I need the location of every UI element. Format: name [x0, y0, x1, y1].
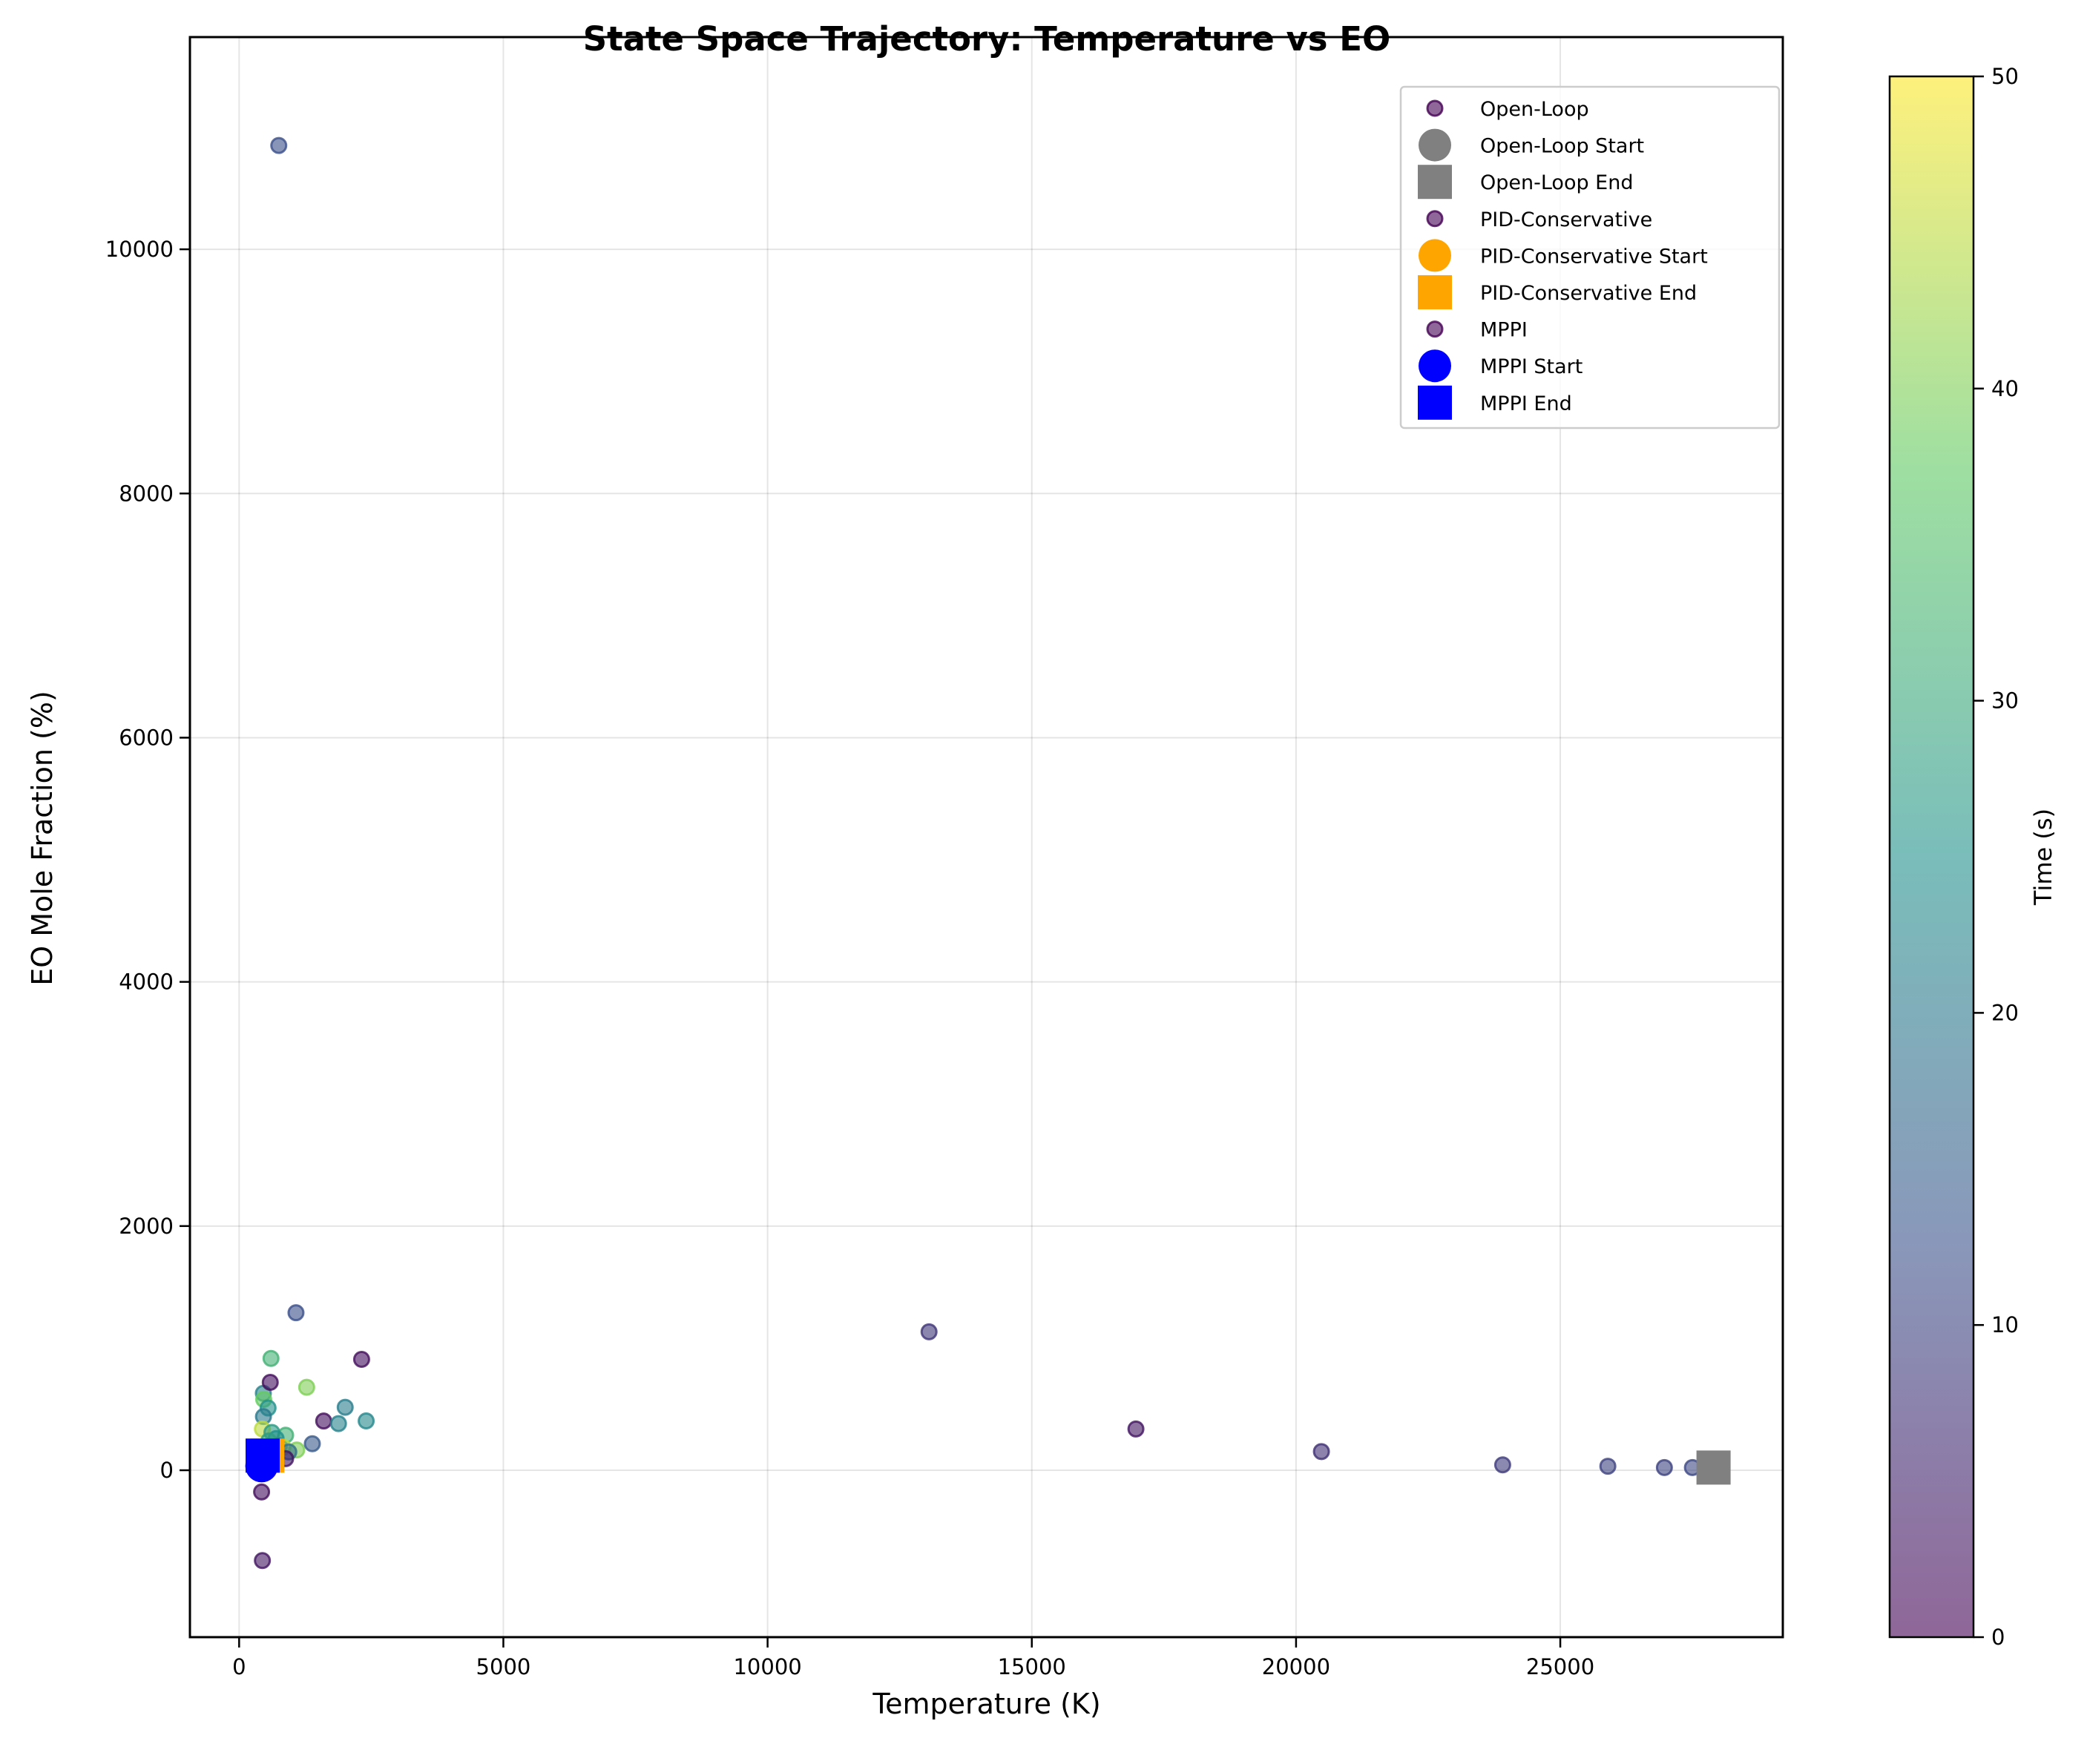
- data-point: [1312, 1443, 1330, 1461]
- data-point: [261, 1373, 279, 1391]
- y-tick-label: 8000: [119, 481, 174, 506]
- legend-swatch: [1418, 385, 1452, 420]
- data-point: [358, 1412, 375, 1430]
- legend-label: Open-Loop End: [1480, 171, 1634, 194]
- end-marker: [246, 1438, 280, 1473]
- legend-label: MPPI Start: [1480, 355, 1582, 378]
- legend-swatch: [1426, 210, 1444, 228]
- legend-label: PID-Conservative: [1480, 208, 1652, 231]
- legend-box: [1399, 85, 1781, 430]
- y-tick-label: 2000: [119, 1214, 174, 1239]
- y-tick-label: 4000: [119, 970, 174, 995]
- colorbar-tick-label: 0: [1991, 1625, 2005, 1650]
- y-axis-label: EO Mole Fraction (%): [26, 691, 59, 986]
- plot-frame: [188, 36, 1784, 1639]
- legend-swatch: [1419, 128, 1451, 162]
- data-point: [329, 1415, 347, 1432]
- data-point: [254, 1552, 272, 1570]
- x-tick-label: 20000: [1262, 1654, 1330, 1679]
- data-point: [1655, 1458, 1673, 1476]
- colorbar-tick-label: 40: [1991, 376, 2019, 401]
- data-point: [352, 1351, 370, 1369]
- legend-swatch: [1426, 320, 1444, 338]
- data-point: [287, 1304, 305, 1322]
- colorbar: 0 10 20 30 40 50: [1888, 64, 2019, 1650]
- data-point: [262, 1349, 280, 1367]
- legend-swatch: [1419, 239, 1451, 272]
- data-point: [920, 1323, 938, 1340]
- data-point: [303, 1435, 321, 1452]
- data-point: [1599, 1458, 1617, 1475]
- colorbar-tick-label: 50: [1991, 64, 2019, 89]
- data-point: [315, 1412, 332, 1430]
- y-tick-label: 6000: [119, 725, 174, 750]
- data-point: [336, 1398, 354, 1416]
- x-tick-label: 10000: [733, 1654, 801, 1679]
- legend-swatch: [1418, 165, 1452, 200]
- legend-label: MPPI End: [1480, 392, 1572, 415]
- legend-label: MPPI: [1480, 319, 1528, 342]
- axis-ticks: 0 5000 10000 15000 20000 25000 0 2000 4000 6000 80…: [105, 237, 1594, 1679]
- x-tick-label: 25000: [1526, 1654, 1594, 1679]
- legend-swatch: [1419, 349, 1451, 383]
- colorbar-label: Time (s): [2029, 809, 2057, 906]
- x-tick-label: 5000: [476, 1654, 531, 1679]
- legend-swatch: [1418, 275, 1452, 309]
- y-tick-label: 0: [160, 1458, 174, 1483]
- colorbar-frame: [1888, 75, 1975, 1639]
- data-point: [1493, 1456, 1511, 1474]
- legend: Open-Loop Open-Loop Start Open-Loop End PID…: [1399, 85, 1781, 430]
- data-point: [270, 136, 288, 154]
- colorbar-tick-label: 10: [1991, 1312, 2019, 1337]
- colorbar-tick-label: 30: [1991, 688, 2019, 714]
- data-point: [253, 1483, 271, 1501]
- colorbar-gradient: [1890, 76, 1973, 1637]
- end-marker: [1696, 1450, 1731, 1485]
- legend-label: Open-Loop: [1480, 98, 1589, 121]
- legend-label: Open-Loop Start: [1480, 135, 1644, 158]
- legend-swatch: [1426, 99, 1444, 117]
- x-tick-label: 0: [232, 1654, 246, 1679]
- x-axis-label: Temperature (K): [872, 1688, 1100, 1720]
- data-point: [1127, 1420, 1145, 1438]
- colorbar-tick-label: 20: [1991, 1000, 2019, 1025]
- legend-label: PID-Conservative Start: [1480, 245, 1708, 268]
- data-point: [298, 1378, 315, 1396]
- data-marks: [245, 136, 1731, 1570]
- chart-title: State Space Trajectory: Temperature vs E…: [583, 19, 1391, 59]
- legend-label: PID-Conservative End: [1480, 282, 1697, 305]
- x-tick-label: 15000: [998, 1654, 1066, 1679]
- y-tick-label: 10000: [105, 237, 174, 262]
